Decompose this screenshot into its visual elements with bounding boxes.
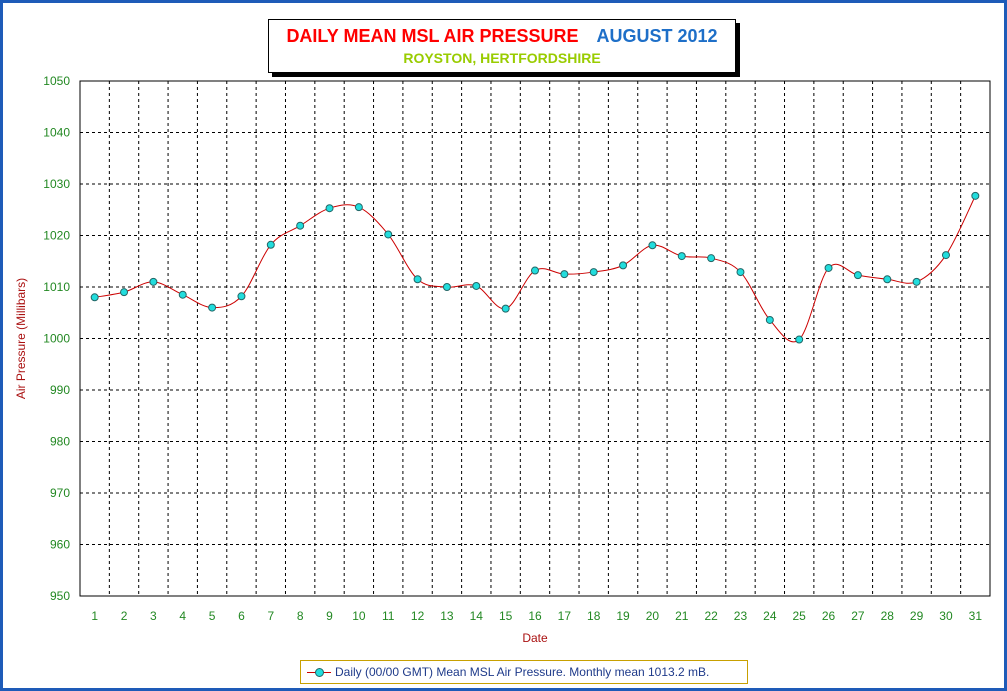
data-point xyxy=(296,221,305,230)
data-point xyxy=(442,283,451,291)
x-tick-label: 9 xyxy=(326,609,333,623)
x-tick-label: 17 xyxy=(558,609,572,623)
x-tick-label: 31 xyxy=(969,609,983,623)
data-point xyxy=(677,252,686,261)
x-tick-label: 27 xyxy=(851,609,865,623)
data-point xyxy=(795,335,804,344)
x-tick-label: 30 xyxy=(939,609,953,623)
data-point xyxy=(765,315,774,324)
x-tick-label: 21 xyxy=(675,609,689,623)
x-tick-label: 26 xyxy=(822,609,836,623)
y-tick-label: 990 xyxy=(50,383,70,397)
data-points xyxy=(90,191,980,344)
y-tick-label: 960 xyxy=(50,538,70,552)
data-point xyxy=(853,271,862,280)
y-tick-label: 1020 xyxy=(43,229,70,243)
data-point xyxy=(589,268,598,277)
chart-title-line: DAILY MEAN MSL AIR PRESSURE AUGUST 2012 xyxy=(269,26,735,47)
data-point xyxy=(178,290,187,299)
chart-title-box: DAILY MEAN MSL AIR PRESSURE AUGUST 2012 R… xyxy=(268,19,736,73)
x-axis-title: Date xyxy=(522,631,548,645)
data-point xyxy=(648,241,657,250)
x-tick-label: 29 xyxy=(910,609,924,623)
y-tick-label: 1010 xyxy=(43,280,70,294)
chart-subtitle: ROYSTON, HERTFORDSHIRE xyxy=(403,50,601,66)
chart-title-date: AUGUST 2012 xyxy=(596,26,718,46)
data-point xyxy=(472,281,481,290)
x-tick-label: 4 xyxy=(179,609,186,623)
y-tick-label: 1000 xyxy=(43,332,70,346)
data-point xyxy=(237,292,246,301)
x-tick-label: 28 xyxy=(881,609,895,623)
y-tick-label: 1030 xyxy=(43,177,70,191)
data-point xyxy=(736,268,745,277)
data-point xyxy=(883,275,892,284)
data-point xyxy=(149,277,158,286)
x-tick-label: 12 xyxy=(411,609,425,623)
x-tick-label: 10 xyxy=(352,609,366,623)
data-point xyxy=(325,204,334,213)
x-tick-label: 8 xyxy=(297,609,304,623)
data-point xyxy=(560,270,569,279)
x-tick-label: 5 xyxy=(209,609,216,623)
y-tick-label: 970 xyxy=(50,486,70,500)
legend-marker-swatch xyxy=(315,668,324,677)
data-point xyxy=(531,266,539,275)
chart-title: DAILY MEAN MSL AIR PRESSURE xyxy=(286,26,579,46)
data-point xyxy=(501,304,510,313)
x-tick-label: 1 xyxy=(91,609,98,623)
x-tick-labels: 1 2 3 4 5 6 7 8 9 10 11 12 13 14 15 16 17 18 19 20 21 22 23 24 2… xyxy=(91,609,982,623)
y-tick-labels: 950 960 970 980 990 1000 1010 1020 1030 1040 1050 xyxy=(43,74,70,603)
x-tick-label: 20 xyxy=(646,609,660,623)
x-tick-label: 16 xyxy=(528,609,542,623)
x-tick-label: 19 xyxy=(616,609,630,623)
x-tick-label: 11 xyxy=(382,609,395,623)
x-tick-label: 22 xyxy=(704,609,718,623)
y-tick-label: 1050 xyxy=(43,74,70,88)
legend: Daily (00/00 GMT) Mean MSL Air Pressure.… xyxy=(300,660,748,684)
grid-lines xyxy=(80,81,990,596)
x-tick-label: 24 xyxy=(763,609,777,623)
x-tick-label: 15 xyxy=(499,609,513,623)
x-tick-label: 7 xyxy=(267,609,274,623)
data-point xyxy=(824,263,833,272)
data-point xyxy=(912,277,921,286)
plot-area xyxy=(79,80,991,597)
x-tick-label: 23 xyxy=(734,609,748,623)
y-tick-label: 980 xyxy=(50,435,70,449)
data-point xyxy=(413,275,422,284)
y-tick-label: 1040 xyxy=(43,126,70,140)
x-tick-label: 25 xyxy=(793,609,807,623)
y-axis-title: Air Pressure (Millibars) xyxy=(14,278,28,399)
data-point xyxy=(120,288,129,297)
x-tick-label: 13 xyxy=(440,609,454,623)
x-tick-label: 18 xyxy=(587,609,601,623)
data-point xyxy=(971,191,980,200)
y-tick-label: 950 xyxy=(50,589,70,603)
x-tick-label: 6 xyxy=(238,609,245,623)
data-point xyxy=(266,240,275,249)
x-tick-label: 14 xyxy=(470,609,484,623)
data-point xyxy=(707,254,716,263)
x-tick-label: 2 xyxy=(121,609,128,623)
legend-entry: Daily (00/00 GMT) Mean MSL Air Pressure.… xyxy=(335,665,710,679)
data-point xyxy=(208,303,217,312)
data-point xyxy=(384,230,393,239)
x-tick-label: 3 xyxy=(150,609,157,623)
data-point xyxy=(354,203,363,212)
data-point xyxy=(941,251,950,260)
data-point xyxy=(619,261,628,270)
data-point xyxy=(90,293,99,302)
